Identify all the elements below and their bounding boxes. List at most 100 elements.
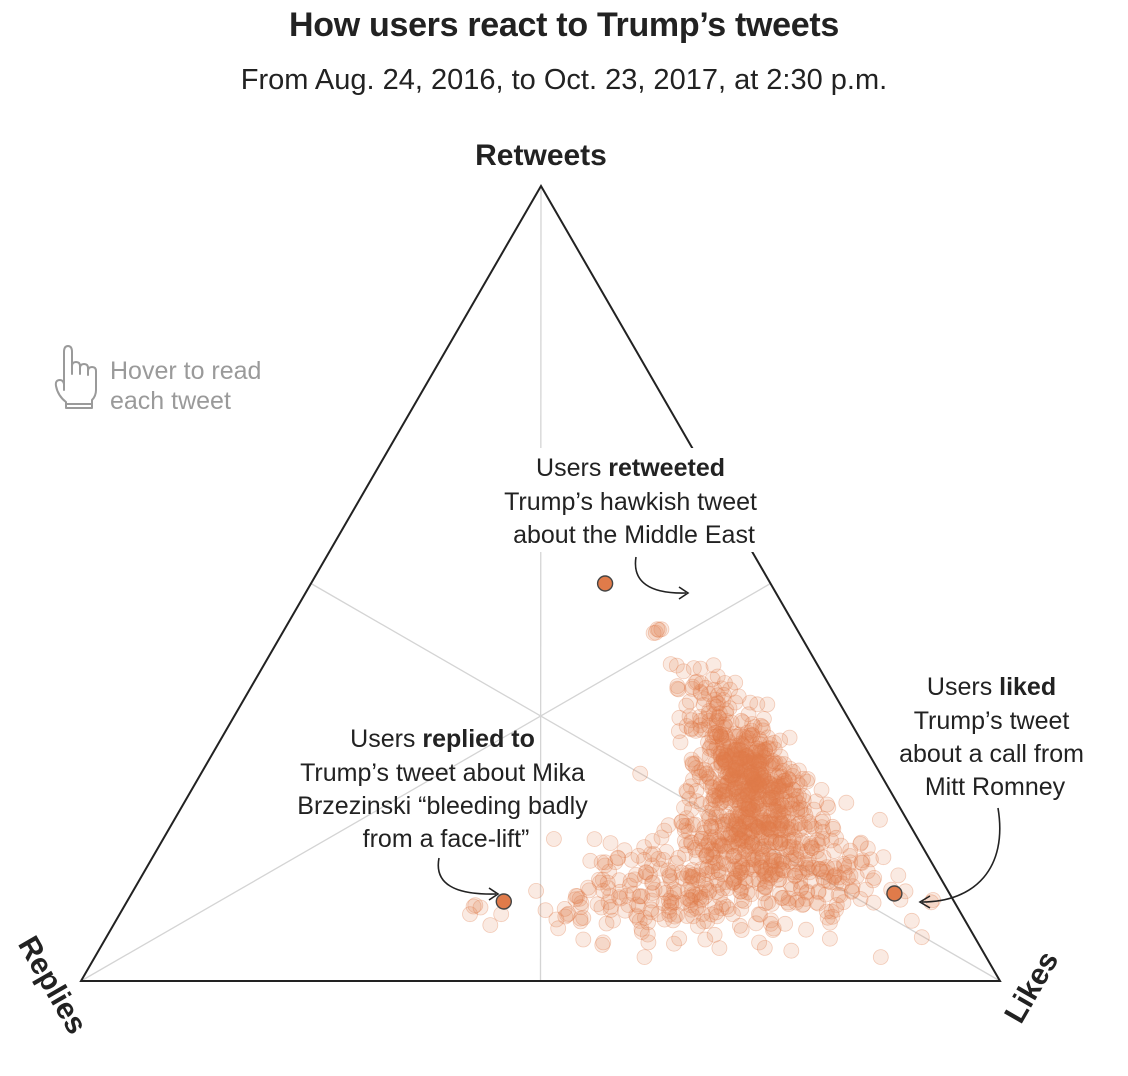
tweet-dot[interactable] <box>714 837 731 854</box>
tweet-dot[interactable] <box>741 754 757 771</box>
tweet-dot[interactable] <box>722 681 738 698</box>
tweet-dot[interactable] <box>735 791 752 808</box>
tweet-dot[interactable] <box>712 837 729 854</box>
tweet-dot[interactable] <box>815 849 832 866</box>
tweet-dot[interactable] <box>778 841 795 858</box>
tweet-dot[interactable] <box>724 747 740 764</box>
tweet-dot[interactable] <box>731 741 747 758</box>
tweet-dot[interactable] <box>770 822 786 838</box>
tweet-dot[interactable] <box>734 764 751 780</box>
tweet-dot[interactable] <box>815 823 831 840</box>
tweet-dot[interactable] <box>766 741 783 758</box>
tweet-dot[interactable] <box>738 748 755 765</box>
tweet-dot[interactable] <box>727 728 744 745</box>
tweet-dot[interactable] <box>751 731 768 747</box>
tweet-dot[interactable] <box>828 829 844 846</box>
tweet-dot[interactable] <box>733 892 750 909</box>
tweet-dot[interactable] <box>767 803 784 819</box>
tweet-dot[interactable] <box>727 674 744 691</box>
tweet-dot[interactable] <box>692 833 709 849</box>
tweet-dot[interactable] <box>759 773 775 789</box>
tweet-dot[interactable] <box>755 814 772 831</box>
tweet-dot[interactable] <box>735 783 751 799</box>
tweet-dot[interactable] <box>711 889 728 905</box>
tweet-dot[interactable] <box>740 754 756 770</box>
tweet-dot[interactable] <box>745 871 762 888</box>
tweet-dot[interactable] <box>774 778 790 794</box>
tweet-dot[interactable] <box>687 722 704 739</box>
tweet-dot[interactable] <box>637 910 653 926</box>
tweet-dot[interactable] <box>706 926 723 943</box>
tweet-dot[interactable] <box>689 673 705 690</box>
tweet-dot[interactable] <box>824 818 841 835</box>
tweet-dot[interactable] <box>715 744 731 760</box>
tweet-dot[interactable] <box>727 741 744 758</box>
tweet-dot[interactable] <box>757 879 774 896</box>
tweet-dot[interactable] <box>751 735 768 752</box>
tweet-dot[interactable] <box>690 899 706 915</box>
tweet-dot[interactable] <box>715 751 732 767</box>
tweet-dot[interactable] <box>759 873 776 890</box>
tweet-dot[interactable] <box>571 890 588 907</box>
tweet-dot[interactable] <box>762 915 779 932</box>
tweet-dot[interactable] <box>735 729 752 745</box>
tweet-dot[interactable] <box>592 874 608 891</box>
tweet-dot[interactable] <box>644 885 661 901</box>
tweet-dot[interactable] <box>751 822 767 839</box>
tweet-dot[interactable] <box>818 864 835 881</box>
tweet-dot[interactable] <box>777 772 793 789</box>
tweet-dot[interactable] <box>695 824 712 841</box>
tweet-dot[interactable] <box>723 810 739 827</box>
tweet-dot[interactable] <box>634 924 650 940</box>
tweet-dot[interactable] <box>836 855 852 872</box>
tweet-dot[interactable] <box>644 833 661 849</box>
tweet-dot[interactable] <box>698 848 714 865</box>
tweet-dot[interactable] <box>742 753 759 769</box>
tweet-dot[interactable] <box>692 712 709 729</box>
tweet-dot[interactable] <box>771 764 788 781</box>
tweet-dot[interactable] <box>830 886 847 903</box>
tweet-dot[interactable] <box>727 762 744 778</box>
tweet-dot[interactable] <box>705 696 722 713</box>
tweet-dot[interactable] <box>595 882 611 899</box>
tweet-dot[interactable] <box>704 801 721 818</box>
tweet-dot[interactable] <box>663 890 679 906</box>
tweet-dot[interactable] <box>761 740 778 757</box>
tweet-dot[interactable] <box>803 840 820 856</box>
tweet-dot[interactable] <box>718 705 734 722</box>
tweet-dot[interactable] <box>722 826 739 842</box>
tweet-dot[interactable] <box>750 777 767 793</box>
tweet-dot[interactable] <box>753 860 770 876</box>
tweet-dot[interactable] <box>728 746 744 763</box>
tweet-dot[interactable] <box>782 793 799 809</box>
tweet-dot[interactable] <box>749 793 766 810</box>
tweet-dot[interactable] <box>814 813 830 830</box>
tweet-dot[interactable] <box>743 823 760 839</box>
tweet-dot[interactable] <box>765 802 781 818</box>
tweet-dot[interactable] <box>793 803 809 820</box>
tweet-dot[interactable] <box>774 853 790 870</box>
tweet-dot[interactable] <box>727 770 744 787</box>
tweet-dot[interactable] <box>745 771 761 788</box>
tweet-dot[interactable] <box>739 829 756 846</box>
tweet-dot[interactable] <box>731 726 748 743</box>
tweet-dot[interactable] <box>771 861 788 878</box>
tweet-dot[interactable] <box>741 749 758 766</box>
tweet-dot[interactable] <box>728 813 744 830</box>
tweet-dot[interactable] <box>738 813 754 829</box>
tweet-dot[interactable] <box>733 820 749 837</box>
tweet-dot[interactable] <box>736 893 753 910</box>
tweet-dot[interactable] <box>750 755 767 772</box>
tweet-dot[interactable] <box>757 878 773 895</box>
tweet-dot[interactable] <box>720 829 736 846</box>
tweet-dot[interactable] <box>760 757 777 774</box>
tweet-dot[interactable] <box>736 780 753 797</box>
tweet-dot[interactable] <box>465 898 482 915</box>
tweet-dot[interactable] <box>751 789 767 805</box>
tweet-dot[interactable] <box>799 861 816 878</box>
tweet-dot[interactable] <box>672 734 689 751</box>
tweet-dot[interactable] <box>757 837 773 854</box>
tweet-dot[interactable] <box>711 808 728 825</box>
tweet-dot[interactable] <box>756 940 773 956</box>
tweet-dot[interactable] <box>753 773 769 790</box>
